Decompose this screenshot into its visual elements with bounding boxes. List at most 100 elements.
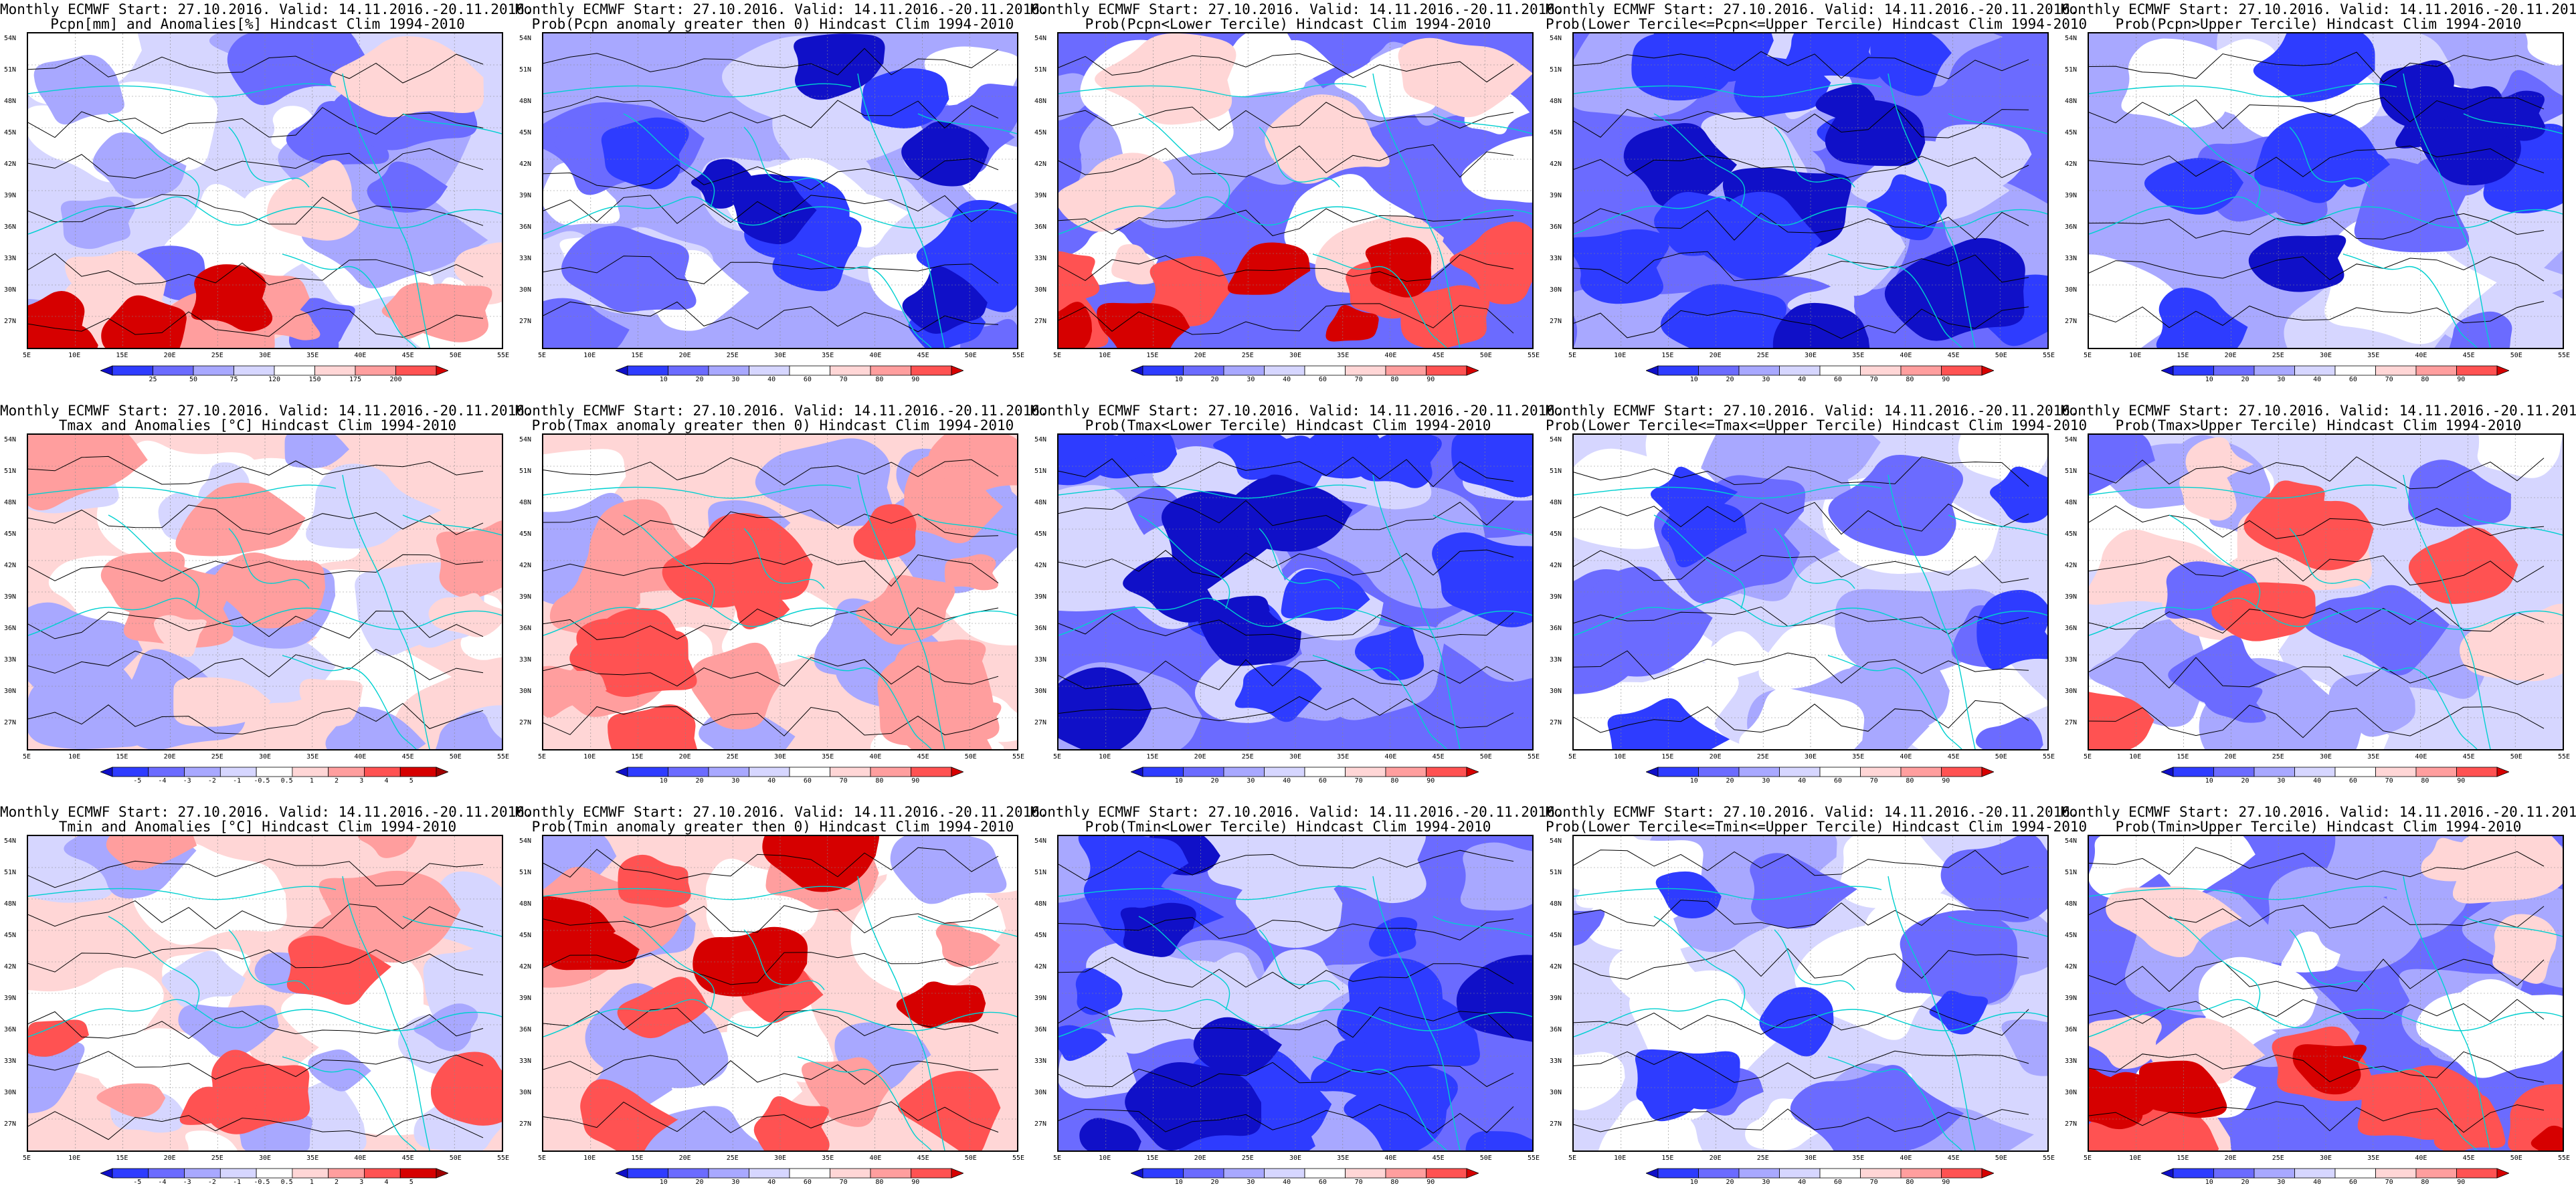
shaded-region — [2156, 288, 2248, 348]
shaded-region — [1839, 836, 1949, 908]
longitude-label: 5E — [22, 1155, 31, 1162]
colorbar-segment — [1131, 365, 1143, 376]
contour-line — [1059, 659, 1514, 690]
shaded-region — [2498, 603, 2563, 662]
colorbar-segment — [1264, 767, 1305, 777]
colorbar-tick-label: 30 — [731, 376, 740, 383]
colorbar-tick-label: 70 — [2385, 777, 2393, 785]
shaded-region — [2243, 489, 2374, 571]
colorbar-tick-label: 1 — [309, 777, 314, 785]
latitude-label: 33N — [1550, 656, 1562, 664]
map-panel: Monthly ECMWF Start: 27.10.2016. Valid: … — [2061, 803, 2576, 1204]
contour-line — [28, 54, 484, 84]
shaded-region — [689, 642, 781, 730]
panel-title-line1: Monthly ECMWF Start: 27.10.2016. Valid: … — [1030, 403, 1564, 419]
colorbar-tick-label: 30 — [1762, 777, 1770, 785]
latitude-label: 27N — [519, 1120, 532, 1128]
colorbar-tick-label: 40 — [2313, 1179, 2322, 1186]
panel-title-line1: Monthly ECMWF Start: 27.10.2016. Valid: … — [0, 403, 533, 419]
coastline — [402, 514, 502, 536]
coastline — [1059, 886, 1367, 900]
latitude-label: 51N — [4, 869, 17, 876]
colorbar-tick-label: 20 — [2241, 1179, 2249, 1186]
latitude-label: 36N — [4, 625, 17, 632]
colorbar-segment — [1385, 767, 1427, 777]
longitude-label: 20E — [678, 1155, 691, 1162]
latitude-label: 33N — [4, 1058, 17, 1065]
latitude-label: 39N — [519, 593, 532, 601]
colorbar-tick-label: -2 — [207, 777, 216, 785]
colorbar-tick-label: 40 — [1798, 376, 1807, 383]
contour-line — [2089, 847, 2545, 880]
contour-line — [543, 256, 999, 284]
colorbar-segment — [789, 767, 830, 777]
contour-line — [1059, 496, 1514, 530]
colorbar-tick-label: -5 — [133, 1179, 142, 1186]
shaded-region — [2408, 527, 2518, 604]
shaded-region — [755, 438, 893, 526]
coastline — [282, 655, 417, 749]
longitude-label: 25E — [1756, 352, 1769, 359]
longitude-label: 40E — [869, 1155, 882, 1162]
colorbar-segment — [2173, 767, 2214, 777]
colorbar-segment — [1698, 1168, 1740, 1179]
latitude-label: 42N — [4, 963, 17, 971]
contour-line — [1574, 456, 2029, 487]
latitude-label: 51N — [1034, 869, 1047, 876]
longitude-label: 10E — [1614, 352, 1627, 359]
longitude-label: 25E — [2272, 1155, 2284, 1162]
shaded-region — [1976, 590, 2047, 670]
map-plot — [542, 835, 1018, 1152]
latitude-label: 27N — [519, 719, 532, 726]
contour-line — [543, 195, 999, 224]
longitude-label: 20E — [678, 753, 691, 761]
colorbar-segment — [1466, 1168, 1479, 1179]
contour-line — [543, 706, 999, 736]
map-plot — [542, 32, 1018, 349]
shaded-region — [128, 245, 205, 300]
contour-line — [2089, 505, 2545, 539]
colorbar-segment — [399, 1168, 437, 1179]
colorbar-tick-label: 80 — [875, 777, 884, 785]
coastline — [2169, 113, 2261, 208]
contour-line — [2089, 704, 2545, 738]
latitude-label: 33N — [2065, 255, 2078, 262]
map-plot — [2088, 835, 2564, 1152]
contour-line — [28, 148, 484, 179]
colorbar-segment — [1131, 767, 1143, 777]
coastline — [1948, 113, 2047, 134]
longitude-label: 55E — [496, 753, 510, 761]
longitude-label: 45E — [917, 753, 929, 761]
shaded-region — [794, 33, 885, 100]
shaded-region — [1213, 435, 1297, 480]
coastline — [2463, 514, 2563, 536]
longitude-label: 50E — [449, 1155, 462, 1162]
colorbar-tick-label: 10 — [659, 777, 668, 785]
latitude-label: 48N — [1034, 98, 1047, 105]
latitude-label: 51N — [4, 66, 17, 74]
longitude-label: 50E — [449, 753, 462, 761]
colorbar-tick-label: 30 — [731, 1179, 740, 1186]
colorbar-tick-label: 70 — [2385, 1179, 2393, 1186]
latitude-label: 27N — [1550, 318, 1562, 325]
contour-line — [1059, 102, 1514, 131]
colorbar-tick-label: 10 — [2205, 376, 2213, 383]
latitude-label: 54N — [519, 436, 532, 443]
colorbar: 10 20 30 40 60 70 80 90 — [1646, 1168, 1994, 1186]
coastline — [1433, 113, 1532, 134]
latitude-label: 42N — [1034, 161, 1047, 168]
latitude-label: 48N — [2065, 900, 2078, 908]
contour-line — [2089, 456, 2545, 490]
latitude-label: 30N — [4, 688, 17, 695]
longitude-label: 55E — [1012, 1155, 1025, 1162]
longitude-label: 15E — [631, 1155, 644, 1162]
coastline — [2403, 73, 2491, 348]
colorbar-segment — [668, 365, 709, 376]
latitude-label: 54N — [1550, 837, 1562, 845]
shaded-region — [1655, 871, 1722, 919]
longitude-label: 15E — [1146, 753, 1159, 761]
colorbar-segment — [399, 767, 437, 777]
latitude-label: 48N — [1550, 98, 1562, 105]
colorbar-segment — [2496, 365, 2509, 376]
latitude-label: 30N — [4, 1089, 17, 1096]
